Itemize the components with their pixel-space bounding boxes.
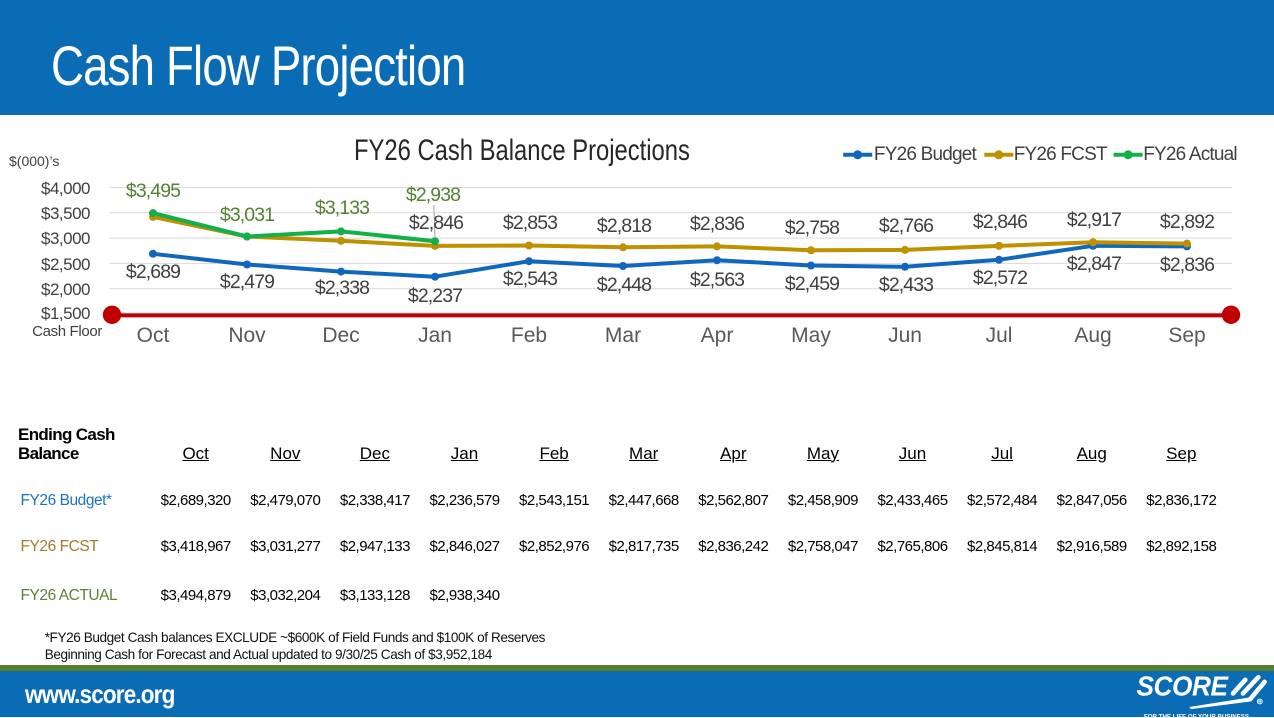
svg-text:FOR THE LIFE OF YOUR BUSINESS: FOR THE LIFE OF YOUR BUSINESS (1144, 714, 1249, 718)
svg-text:R: R (1258, 699, 1262, 704)
svg-text:SCORE: SCORE (1137, 671, 1230, 702)
